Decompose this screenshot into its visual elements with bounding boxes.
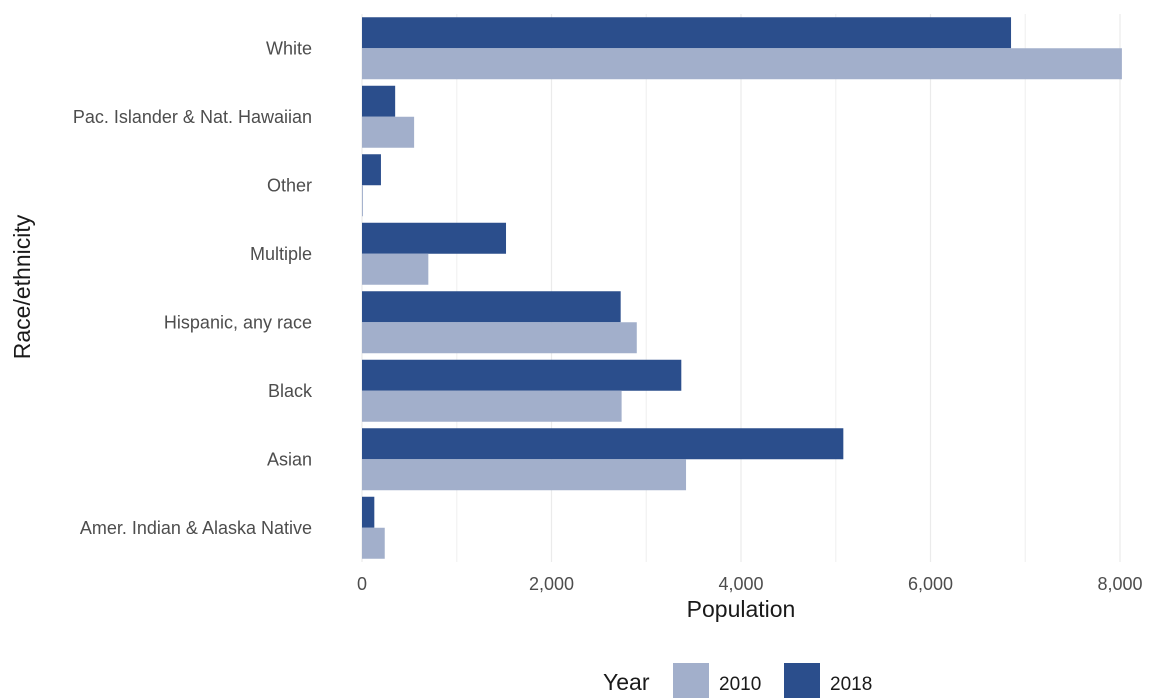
y-tick-label-pac-islander-nat-hawaiian: Pac. Islander & Nat. Hawaiian	[73, 107, 312, 127]
legend-label-2010: 2010	[719, 674, 761, 695]
x-tick-label-8000: 8,000	[1097, 574, 1142, 594]
bar-2010-other	[362, 185, 363, 217]
legend-title: Year	[603, 669, 650, 695]
x-tick-label-6000: 6,000	[908, 574, 953, 594]
bar-2018-multiple	[362, 222, 507, 254]
bar-2018-other	[362, 154, 381, 186]
bar-2018-hispanic-any-race	[362, 291, 621, 323]
bar-2018-pac-islander-nat-hawaiian	[362, 85, 396, 117]
legend-label-2018: 2018	[830, 674, 872, 695]
bars	[362, 17, 1122, 559]
y-tick-label-multiple: Multiple	[250, 244, 312, 264]
x-tick-label-0: 0	[357, 574, 367, 594]
bar-2018-asian	[362, 428, 844, 460]
bar-2010-pac-islander-nat-hawaiian	[362, 116, 415, 148]
bar-2010-amer-indian-alaska-native	[362, 527, 385, 559]
legend-key-2018	[784, 663, 820, 698]
legend-items: 2010 2018	[673, 663, 872, 698]
y-tick-label-other: Other	[267, 175, 312, 195]
x-tick-labels: 0 2,000 4,000 6,000 8,000	[357, 574, 1143, 594]
legend-key-2010	[673, 663, 709, 698]
bar-2010-black	[362, 390, 622, 422]
bar-2018-black	[362, 359, 682, 391]
x-tick-label-4000: 4,000	[718, 574, 763, 594]
y-tick-label-black: Black	[268, 381, 313, 401]
bar-2010-asian	[362, 459, 687, 491]
y-tick-label-asian: Asian	[267, 449, 312, 469]
legend: Year 2010 2018	[603, 663, 872, 698]
bar-2018-white	[362, 17, 1012, 49]
bar-2010-white	[362, 48, 1122, 80]
y-axis-title: Race/ethnicity	[9, 214, 35, 359]
x-axis-title: Population	[687, 596, 796, 622]
grid-lines	[361, 14, 1121, 562]
y-tick-labels: Amer. Indian & Alaska Native Asian Black Hi…	[73, 38, 313, 538]
bar-2010-hispanic-any-race	[362, 322, 637, 354]
y-tick-label-amer-indian-alaska-native: Amer. Indian & Alaska Native	[80, 518, 312, 538]
y-tick-label-white: White	[266, 38, 312, 58]
x-tick-label-2000: 2,000	[529, 574, 574, 594]
y-tick-label-hispanic-any-race: Hispanic, any race	[164, 312, 312, 332]
bar-2018-amer-indian-alaska-native	[362, 496, 375, 528]
bar-2010-multiple	[362, 253, 429, 285]
